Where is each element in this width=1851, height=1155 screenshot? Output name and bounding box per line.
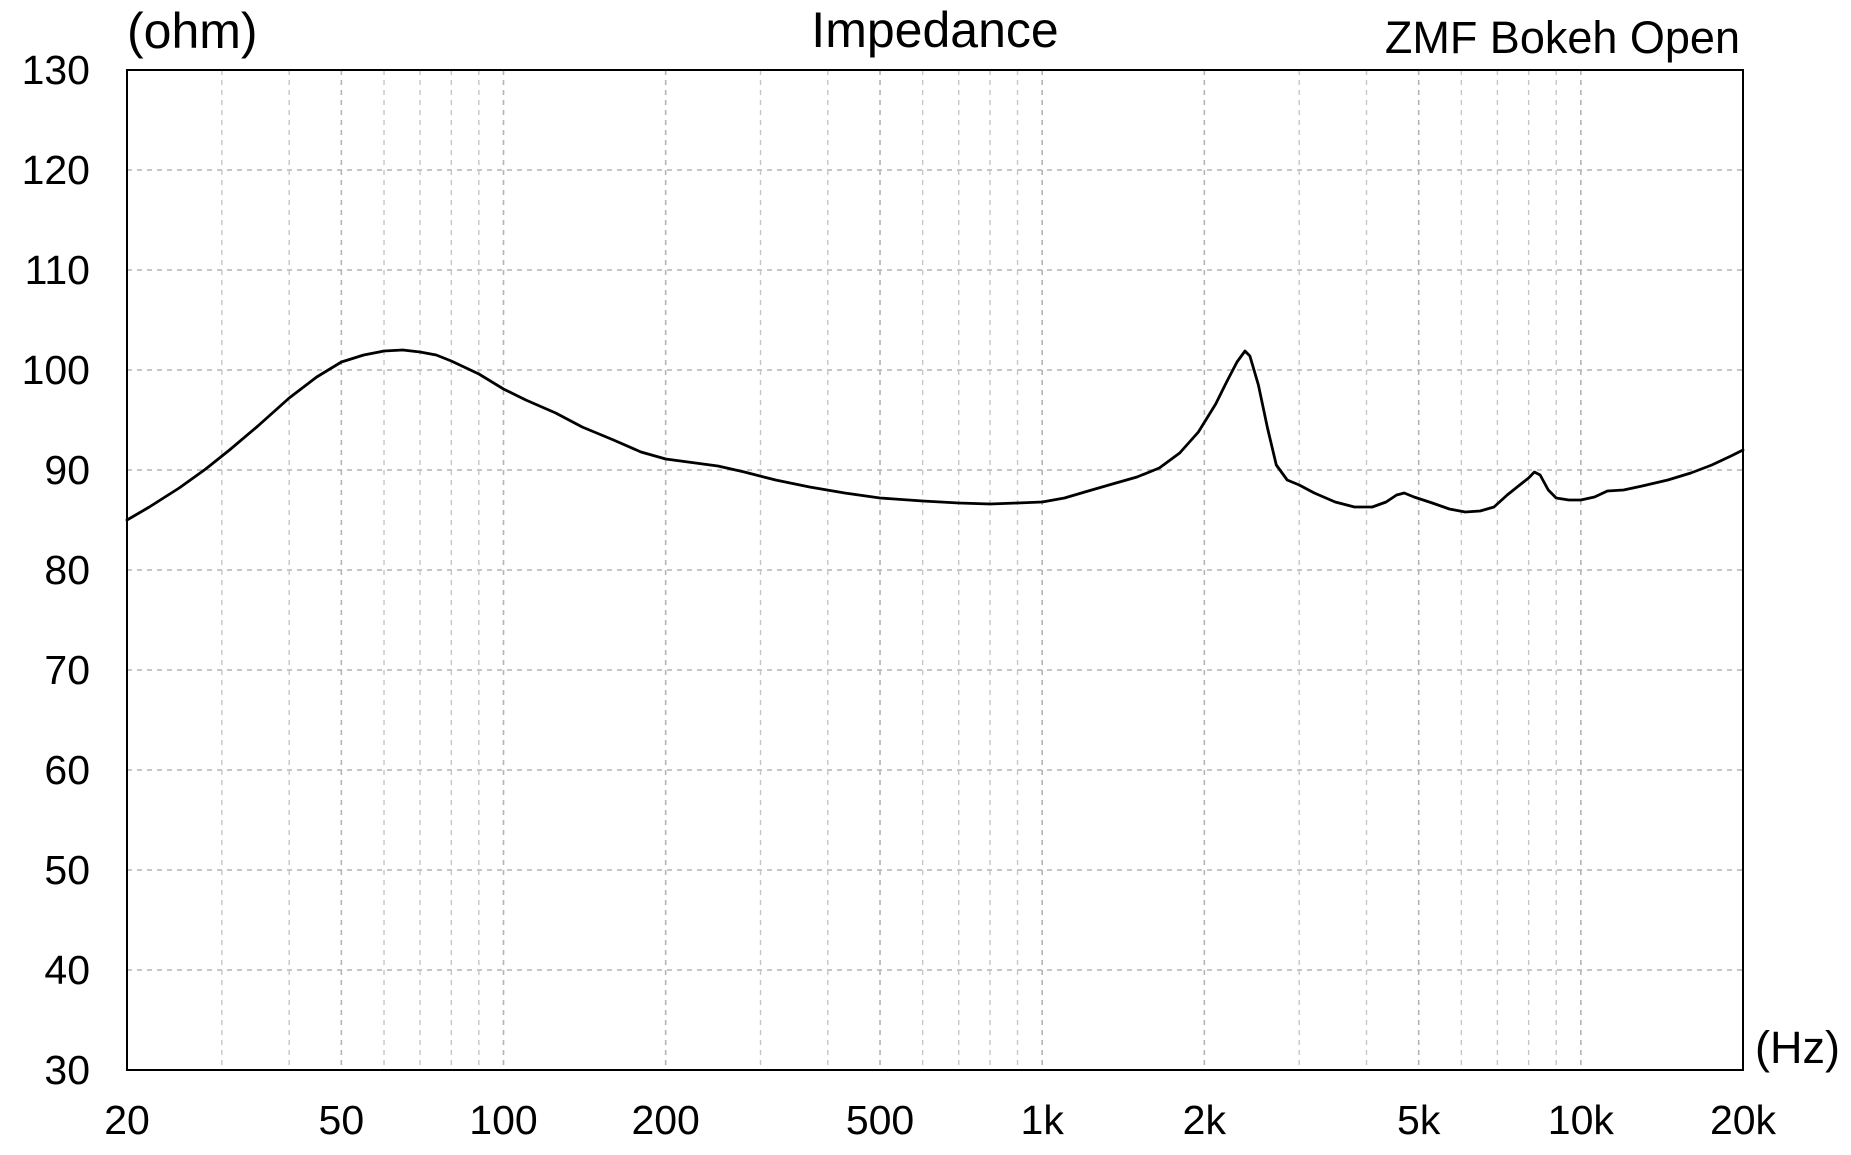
y-tick-label: 80 [44, 547, 90, 593]
y-tick-label: 30 [44, 1047, 90, 1093]
y-tick-label: 60 [44, 747, 90, 793]
y-axis-unit: (ohm) [127, 3, 258, 59]
y-axis-ticks: 130 120 110 100 90 80 70 60 50 40 30 [22, 47, 90, 1093]
x-tick-label: 500 [846, 1097, 914, 1143]
x-axis-unit: (Hz) [1755, 1022, 1840, 1073]
chart-title: Impedance [811, 2, 1058, 58]
y-tick-label: 130 [22, 47, 90, 93]
x-tick-label: 2k [1183, 1097, 1227, 1143]
x-tick-label: 5k [1397, 1097, 1441, 1143]
x-tick-label: 20 [104, 1097, 150, 1143]
x-tick-label: 1k [1021, 1097, 1065, 1143]
x-tick-label: 200 [631, 1097, 699, 1143]
x-tick-label: 100 [469, 1097, 537, 1143]
gridlines [127, 70, 1743, 1070]
y-tick-label: 120 [22, 147, 90, 193]
y-tick-label: 90 [44, 447, 90, 493]
impedance-curve [125, 348, 1745, 522]
x-axis-ticks: 20 50 100 200 500 1k 2k 5k 10k 20k [104, 1097, 1776, 1143]
plot-frame [126, 69, 1744, 1071]
y-tick-label: 110 [25, 247, 90, 293]
x-tick-label: 50 [319, 1097, 365, 1143]
y-tick-label: 40 [44, 947, 90, 993]
x-tick-label: 20k [1710, 1097, 1777, 1143]
x-tick-label: 10k [1548, 1097, 1615, 1143]
y-tick-label: 50 [44, 847, 90, 893]
y-tick-label: 70 [44, 647, 90, 693]
chart-subtitle: ZMF Bokeh Open [1385, 12, 1740, 63]
y-tick-label: 100 [22, 347, 90, 393]
